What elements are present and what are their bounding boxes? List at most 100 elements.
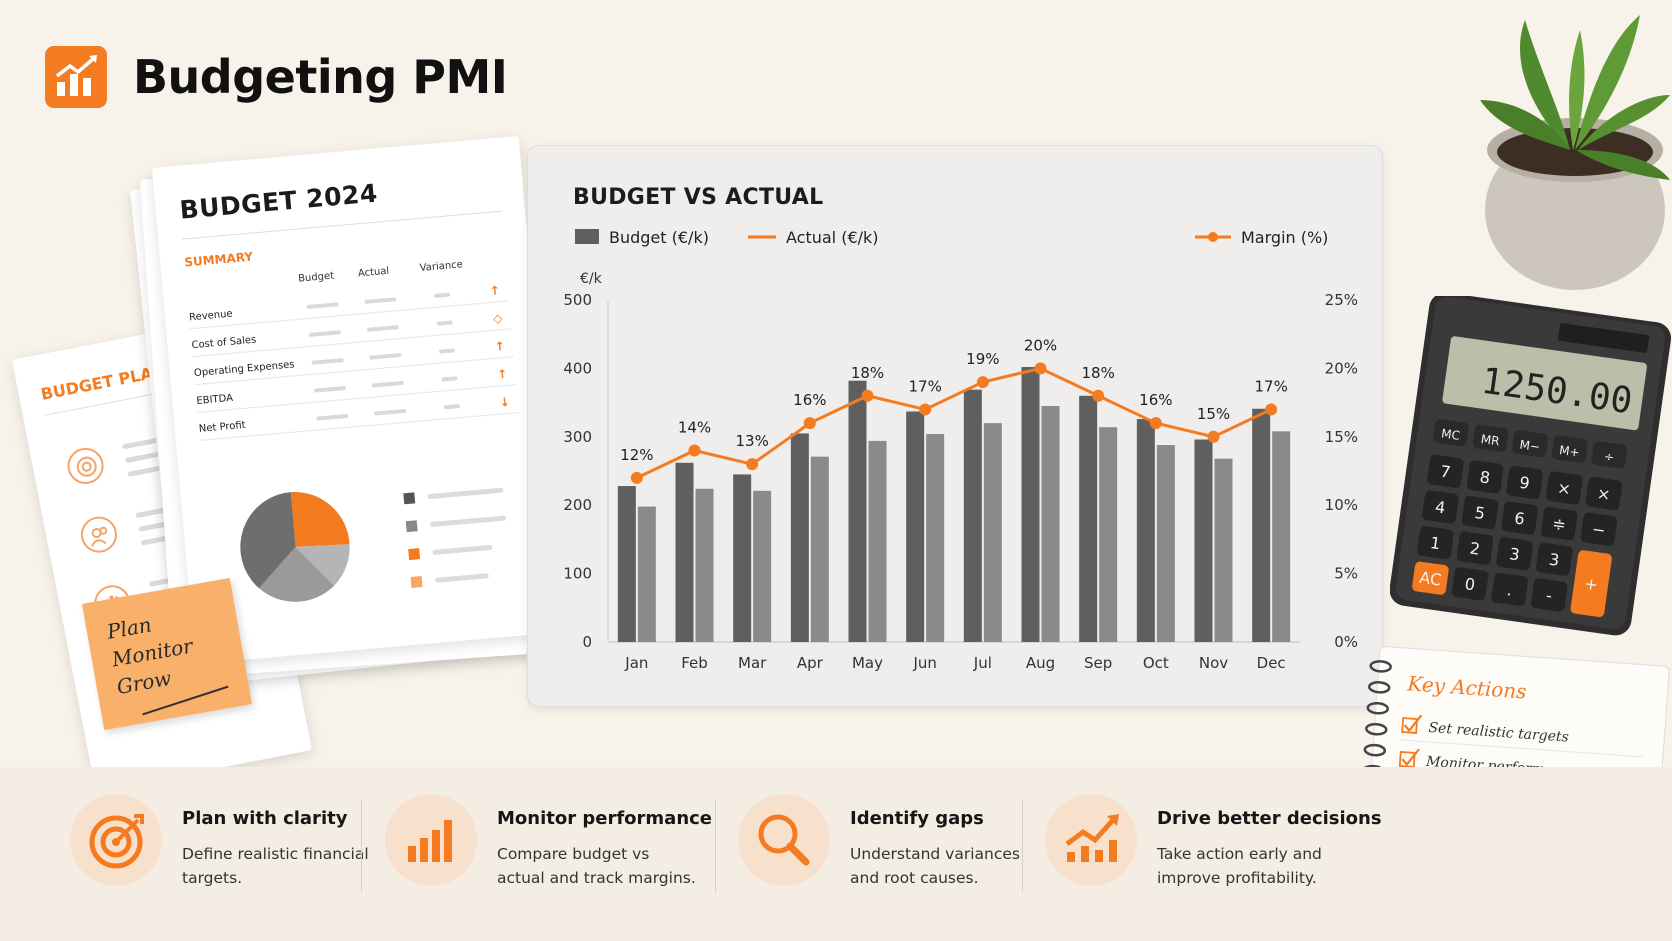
margin-point xyxy=(746,458,759,471)
arrow-up-icon: ↑ xyxy=(489,283,501,298)
growth-chart-icon xyxy=(55,55,97,96)
bar-chart-icon xyxy=(408,820,452,862)
chart-title: BUDGET VS ACTUAL xyxy=(573,185,824,210)
margin-point xyxy=(688,444,701,457)
calculator-key-label: 7 xyxy=(1439,462,1452,482)
margin-data-label: 18% xyxy=(1081,364,1114,382)
calculator-key xyxy=(1535,542,1573,576)
calculator-key-label: 8 xyxy=(1479,467,1492,487)
margin-data-label: 13% xyxy=(735,432,768,450)
y2-tick-label: 5% xyxy=(1334,565,1358,583)
growth-chart-icon xyxy=(1065,814,1119,862)
margin-point xyxy=(1149,417,1162,430)
feature-title: Monitor performance xyxy=(497,808,713,829)
row-label: Revenue xyxy=(188,308,234,324)
bar-actual-aug xyxy=(1041,406,1060,642)
calculator-key-label: 9 xyxy=(1518,473,1531,493)
calculator-key xyxy=(1501,501,1538,535)
calculator-key xyxy=(1580,512,1618,546)
margin-point xyxy=(803,417,816,430)
y-tick-label: 300 xyxy=(563,428,592,446)
bar-budget-dec xyxy=(1252,408,1271,642)
calculator-key-label: 2 xyxy=(1469,539,1482,559)
calculator-key-label: MC xyxy=(1440,426,1461,442)
bar-budget-sep xyxy=(1079,395,1098,642)
x-tick-label: Aug xyxy=(1026,654,1055,672)
calculator-key xyxy=(1472,424,1509,452)
x-tick-label: Jul xyxy=(973,654,992,672)
y2-tick-label: 10% xyxy=(1325,496,1358,514)
bar-actual-mar xyxy=(753,490,772,642)
sticky-note: Plan Monitor Grow xyxy=(82,577,252,731)
y-tick-label: 400 xyxy=(563,359,592,377)
x-tick-label: Dec xyxy=(1257,654,1286,672)
bar-actual-nov xyxy=(1214,458,1233,642)
bar-actual-apr xyxy=(810,456,829,642)
calculator-key xyxy=(1427,454,1464,488)
page-title: Budgeting PMI xyxy=(133,50,508,104)
y2-tick-label: 25% xyxy=(1325,291,1358,309)
margin-point xyxy=(861,389,874,402)
y-tick-label: 200 xyxy=(563,496,592,514)
calculator-key-label: - xyxy=(1545,586,1553,606)
x-tick-label: Oct xyxy=(1143,654,1169,672)
calculator-key xyxy=(1491,572,1528,606)
margin-line xyxy=(636,366,1272,480)
margin-point xyxy=(1207,430,1220,443)
feature-title: Identify gaps xyxy=(850,808,984,829)
calculator-key-label: M+ xyxy=(1558,443,1580,460)
margin-point xyxy=(1092,389,1105,402)
margin-data-label: 17% xyxy=(1254,377,1287,395)
calculator-key xyxy=(1456,531,1494,565)
calculator-key xyxy=(1530,578,1568,612)
budget-vs-actual-chart: Budget (€/k) Actual (€/k) Margin (%) €/k 0 10… xyxy=(563,228,1358,672)
feature-description: Understand variances and root causes. xyxy=(850,845,1020,887)
feature-title: Plan with clarity xyxy=(182,808,348,829)
diamond-icon: ◇ xyxy=(492,311,504,326)
app-logo xyxy=(45,46,107,108)
chart-card xyxy=(527,145,1383,707)
calculator-key-label: − xyxy=(1591,519,1607,540)
calculator-key xyxy=(1412,561,1449,595)
legend-margin-label: Margin (%) xyxy=(1241,228,1328,247)
arrow-up-icon: ↑ xyxy=(494,338,506,354)
legend-budget-label: Budget (€/k) xyxy=(609,228,709,247)
calculator-key-label: + xyxy=(1583,574,1599,595)
calculator-key xyxy=(1496,537,1533,571)
calculator-key xyxy=(1545,471,1583,505)
budget-title: BUDGET 2024 xyxy=(178,178,379,225)
x-tick-label: Mar xyxy=(738,654,767,672)
margin-data-label: 14% xyxy=(678,418,711,436)
column-header: Variance xyxy=(419,259,464,275)
bar-budget-feb xyxy=(675,462,694,642)
calculator-key xyxy=(1591,441,1628,469)
x-tick-label: Nov xyxy=(1199,654,1228,672)
bar-actual-oct xyxy=(1156,445,1175,642)
bar-actual-sep xyxy=(1099,427,1118,642)
bar-budget-aug xyxy=(1021,367,1040,642)
bar-budget-jan xyxy=(617,486,636,642)
margin-point xyxy=(630,471,643,484)
row-label: EBITDA xyxy=(196,392,234,407)
y-tick-label: 100 xyxy=(563,565,592,583)
calculator-key-label: 1 xyxy=(1429,533,1442,553)
target-icon xyxy=(89,814,144,869)
margin-point xyxy=(1265,403,1278,416)
features-bar xyxy=(0,767,1672,941)
calculator-key-label: × xyxy=(1596,484,1612,505)
calculator-key xyxy=(1506,465,1543,499)
bar-budget-may xyxy=(848,380,867,642)
calculator-key-label: 3 xyxy=(1548,550,1561,570)
y2-tick-label: 15% xyxy=(1325,428,1358,446)
calculator-key xyxy=(1512,430,1548,458)
x-tick-label: Apr xyxy=(797,654,824,672)
bar-actual-jan xyxy=(637,506,656,642)
mini-pie-chart xyxy=(240,492,350,602)
calculator-key-label: MR xyxy=(1480,432,1500,448)
y2-tick-label: 20% xyxy=(1325,359,1358,377)
margin-point xyxy=(976,376,989,389)
calculator-key-label: 3 xyxy=(1508,544,1521,564)
margin-data-label: 17% xyxy=(908,377,941,395)
calculator: 1250.00 MC MR M− M+ ÷7 8 9 × ×4 5 6 ≑ −1 2 3 3AC 0. -+ xyxy=(1390,296,1672,636)
calculator-keypad: MC MR M− M+ ÷ 7 8 9 × × 4 5 6 ≑ − 1 2 3 3 AC 0. - + xyxy=(1412,419,1628,618)
